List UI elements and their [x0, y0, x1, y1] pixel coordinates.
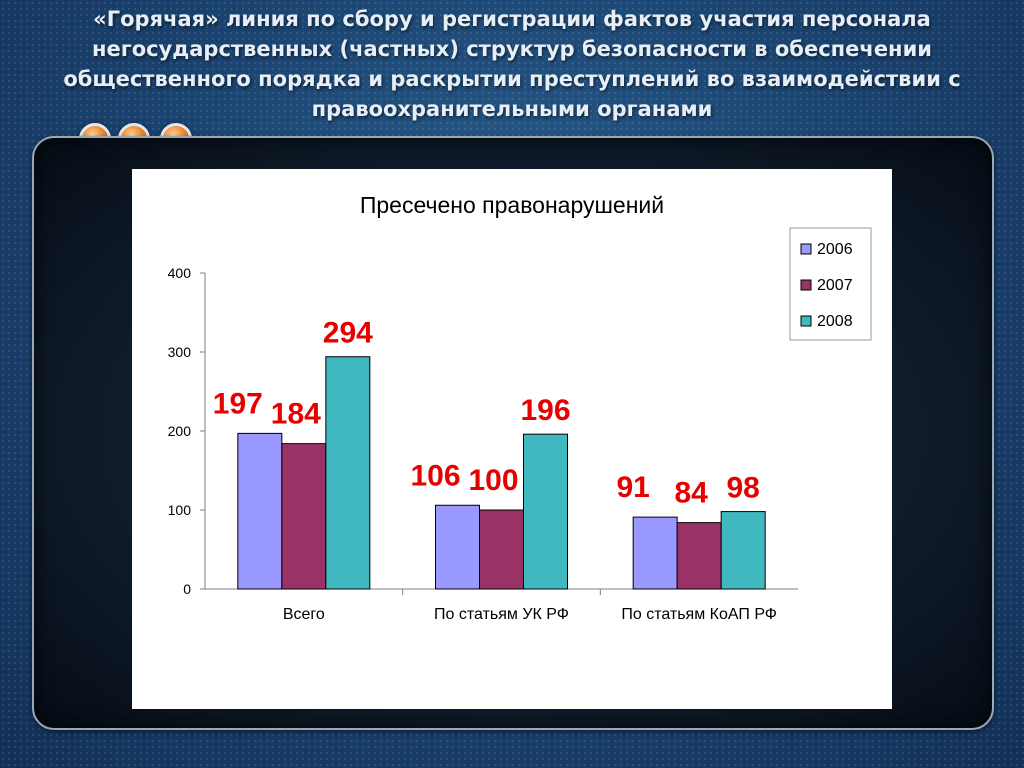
y-tick-label: 100 [168, 502, 192, 518]
legend-label: 2008 [817, 313, 853, 330]
bars [237, 356, 766, 590]
data-label: 98 [726, 472, 759, 505]
bar [237, 432, 283, 590]
slide-title: «Горячая» линия по сбору и регистрации ф… [63, 7, 961, 121]
bar [676, 522, 722, 590]
data-label: 196 [520, 394, 570, 427]
y-tick-label: 200 [168, 423, 192, 439]
chart-title: Пресечено правонарушений [360, 192, 664, 218]
y-tick-label: 0 [183, 581, 191, 597]
legend-label: 2006 [817, 241, 853, 258]
data-label: 184 [271, 398, 321, 431]
legend-swatch [800, 279, 812, 291]
data-label: 197 [213, 387, 263, 420]
bar [435, 504, 480, 590]
bar-chart: Пресечено правонарушений 0 100 200 300 400 Вс… [168, 192, 872, 623]
x-tick-label: По статьям КоАП РФ [621, 606, 777, 623]
data-label: 106 [410, 459, 460, 492]
data-labels: 197 184 294 106 100 196 91 84 98 [213, 317, 760, 510]
chart-area: Пресечено правонарушений 0 100 200 300 400 Вс… [132, 169, 892, 709]
bar [720, 511, 766, 590]
y-tick-label: 300 [168, 344, 192, 360]
bar [281, 443, 327, 590]
bar [632, 516, 678, 590]
bar [523, 433, 568, 590]
legend-swatch [800, 243, 812, 255]
x-tick-label: По статьям УК РФ [434, 606, 569, 623]
legend-swatch [800, 315, 812, 327]
legend: 2006 2007 2008 [789, 227, 872, 341]
y-tick-label: 400 [168, 265, 192, 281]
data-label: 294 [323, 317, 373, 350]
bar [479, 509, 524, 590]
legend-label: 2007 [817, 277, 853, 294]
data-label: 84 [674, 477, 708, 510]
data-label: 91 [616, 471, 649, 504]
x-tick-label: Всего [283, 606, 325, 623]
data-label: 100 [468, 464, 518, 497]
bar [325, 356, 371, 590]
